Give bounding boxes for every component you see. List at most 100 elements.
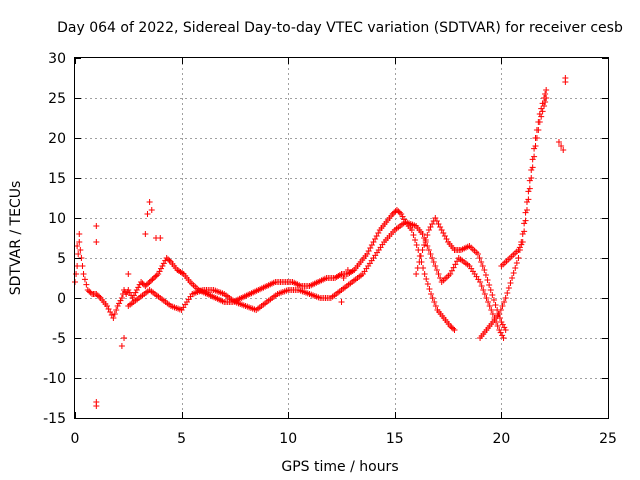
data-point [525, 188, 532, 195]
x-tick-label: 20 [492, 431, 510, 447]
data-point [505, 285, 512, 291]
data-point [372, 236, 379, 242]
data-point [494, 323, 501, 329]
data-point [73, 271, 80, 277]
data-point [500, 335, 507, 341]
data-point [76, 239, 83, 245]
data-point [542, 99, 549, 105]
data-point [429, 221, 436, 227]
data-point [126, 289, 133, 296]
data-point [555, 139, 562, 145]
data-point [522, 209, 529, 216]
data-point [121, 335, 128, 341]
data-point [399, 213, 406, 220]
data-point [435, 271, 442, 277]
data-point [148, 277, 155, 284]
data-point [420, 265, 427, 271]
data-point [497, 329, 504, 336]
data-point [483, 295, 490, 301]
data-point [368, 242, 375, 248]
data-point [525, 196, 532, 203]
data-point [429, 295, 436, 301]
data-point [163, 255, 170, 261]
data-point [77, 247, 84, 253]
data-point [142, 231, 149, 237]
data-point [518, 241, 525, 248]
axis-ticks: 0 5 10 15 20 25 -15 -10 -5 0 5 10 15 20 25 30 [43, 51, 617, 447]
data-point [160, 260, 167, 267]
data-point [149, 276, 156, 283]
data-point [157, 235, 164, 241]
data-point [443, 236, 450, 242]
data-point [156, 268, 163, 275]
y-tick-label: 0 [57, 291, 66, 307]
data-point [501, 324, 508, 331]
data-point [481, 291, 488, 297]
data-point [146, 199, 153, 205]
data-point [152, 273, 159, 280]
data-point [538, 113, 545, 120]
data-point [521, 228, 528, 235]
data-point [529, 156, 536, 163]
data-point [435, 221, 442, 227]
data-point [338, 299, 345, 305]
data-point [153, 272, 160, 279]
data-point [528, 175, 535, 181]
data-point [478, 283, 485, 289]
data-point [539, 108, 546, 115]
data-point [543, 95, 550, 101]
data-point [431, 299, 438, 305]
data-point [501, 299, 508, 305]
data-point [94, 292, 101, 299]
y-tick-label: 25 [48, 91, 66, 107]
data-point [86, 288, 93, 295]
data-point [138, 279, 145, 285]
data-point [427, 224, 434, 230]
data-point [155, 271, 162, 277]
data-point [499, 303, 506, 309]
data-point [528, 167, 535, 173]
grid [75, 58, 608, 418]
series-4 [498, 95, 550, 269]
data-point [116, 300, 123, 307]
data-point [507, 280, 514, 286]
data-point [542, 91, 549, 97]
data-point [419, 247, 426, 253]
data-point [391, 209, 398, 216]
data-point [512, 265, 519, 271]
data-point [441, 233, 448, 239]
data-point [396, 209, 403, 216]
data-point [541, 103, 548, 109]
data-point [375, 230, 382, 236]
data-point [526, 177, 533, 184]
data-point [93, 291, 100, 297]
data-point [419, 231, 426, 237]
data-point [81, 276, 88, 283]
plot-frame [74, 57, 609, 419]
series-0 [72, 207, 458, 333]
data-point [489, 311, 496, 317]
data-point [108, 312, 115, 318]
y-tick-label: 20 [48, 131, 66, 147]
data-point [490, 297, 497, 303]
data-point [432, 303, 439, 309]
data-point [492, 302, 499, 308]
data-point [447, 323, 454, 329]
data-point [96, 293, 103, 300]
data-point [515, 247, 522, 253]
x-tick-label: 10 [279, 431, 297, 447]
data-point [485, 299, 492, 305]
data-point [114, 303, 121, 309]
data-point [432, 215, 439, 221]
data-point [510, 270, 517, 276]
data-point [450, 325, 457, 332]
data-point [117, 297, 124, 304]
data-point [142, 283, 149, 289]
data-point [118, 343, 125, 349]
data-point [395, 208, 402, 215]
data-point [408, 227, 415, 233]
data-point [477, 279, 484, 285]
data-point [80, 271, 87, 277]
data-point [533, 135, 540, 141]
data-point [562, 75, 569, 81]
